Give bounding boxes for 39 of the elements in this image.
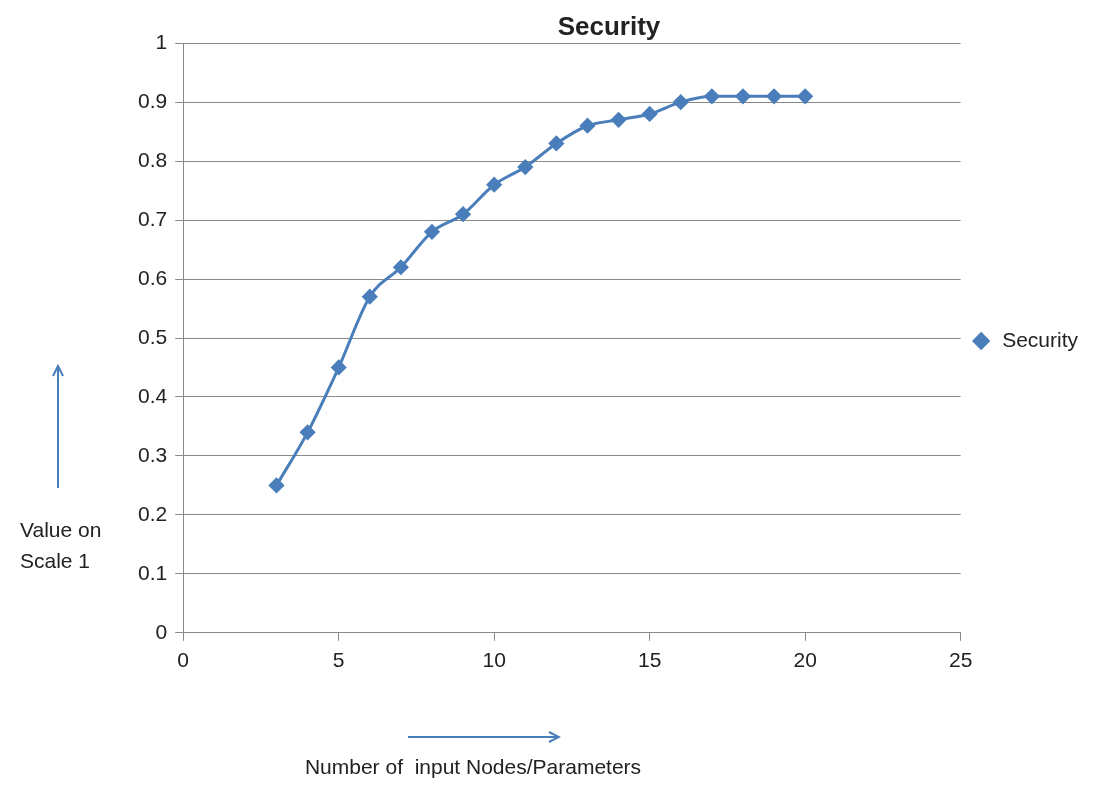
x-axis-title: Number of input Nodes/Parameters [303, 755, 643, 779]
y-tick-label: 0 [155, 619, 168, 643]
point [455, 206, 471, 222]
x-tick-label: 20 [793, 648, 817, 672]
point [611, 112, 627, 128]
point [797, 88, 813, 104]
point [766, 88, 782, 104]
x-tick-label: 15 [637, 648, 662, 672]
point [642, 106, 658, 122]
point [486, 177, 502, 193]
point [331, 359, 347, 375]
y-tick-label: 0.3 [137, 442, 168, 466]
point [362, 289, 378, 305]
y-tick-label: 0.7 [137, 206, 168, 230]
y-axis-title: Value on Scale 1 [20, 517, 103, 574]
y-tick-label: 0.9 [137, 88, 168, 112]
point [704, 88, 720, 104]
point [268, 477, 284, 493]
y-tick-label: 0.6 [137, 265, 168, 289]
point [579, 118, 595, 134]
x-tick-label: 0 [177, 648, 190, 672]
y-tick-label: 0.5 [137, 324, 168, 348]
point [393, 259, 409, 275]
x-tick-label: 5 [332, 648, 345, 672]
point [424, 224, 440, 240]
y-tick-label: 1 [155, 30, 168, 53]
chart-title: Security [557, 10, 661, 41]
x-tick-label: 25 [948, 648, 973, 672]
point [300, 424, 316, 440]
point [517, 159, 533, 175]
legend-label: Security [1002, 327, 1079, 351]
x-tick-label: 10 [482, 648, 506, 672]
y-tick-label: 0.4 [137, 383, 168, 407]
point [735, 88, 751, 104]
point [673, 94, 689, 110]
y-tick-label: 0.8 [137, 147, 168, 171]
y-tick-label: 0.1 [137, 560, 168, 584]
point [548, 135, 564, 151]
y-tick-label: 0.2 [137, 501, 168, 525]
